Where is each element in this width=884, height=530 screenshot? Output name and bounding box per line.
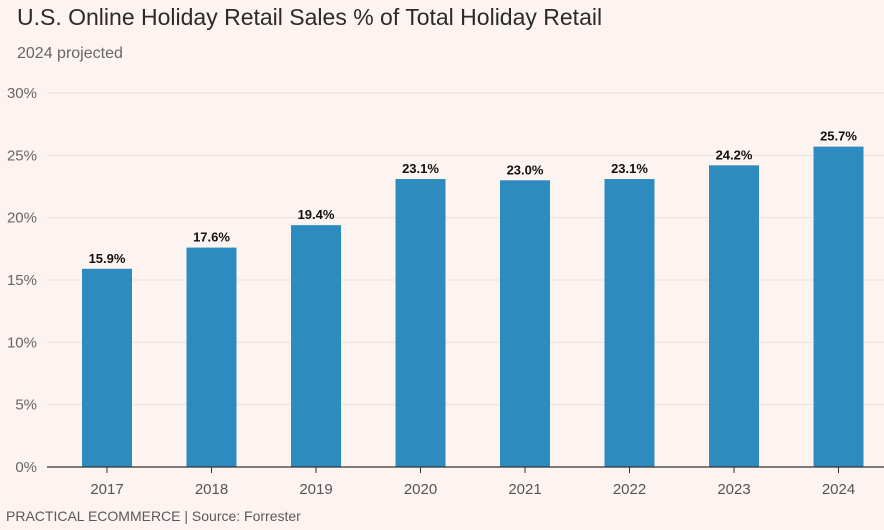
chart-title: U.S. Online Holiday Retail Sales % of To… bbox=[17, 4, 603, 30]
y-tick-label: 0% bbox=[15, 459, 37, 476]
data-label: 25.7% bbox=[820, 129, 857, 144]
y-tick-label: 15% bbox=[7, 272, 37, 289]
y-axis-ticks: 0% 5% 10% 15% 20% 25% 30% bbox=[7, 85, 37, 476]
bar bbox=[291, 225, 341, 467]
bar bbox=[186, 247, 237, 467]
x-tick-label: 2024 bbox=[822, 481, 855, 498]
y-tick-label: 5% bbox=[15, 397, 37, 414]
bar bbox=[82, 268, 132, 467]
x-tick-label: 2019 bbox=[299, 481, 332, 498]
bars bbox=[82, 146, 864, 467]
data-label: 23.1% bbox=[402, 161, 439, 176]
x-tick-label: 2017 bbox=[90, 481, 123, 498]
x-tick-label: 2022 bbox=[613, 481, 646, 498]
y-tick-label: 25% bbox=[7, 147, 37, 164]
data-label: 19.4% bbox=[298, 207, 335, 222]
x-tick-label: 2023 bbox=[717, 481, 750, 498]
x-tick-label: 2020 bbox=[404, 481, 437, 498]
y-tick-label: 10% bbox=[7, 334, 37, 351]
data-labels: 15.9% 17.6% 19.4% 23.1% 23.0% 23.1% 24.2% 25.7% bbox=[89, 129, 858, 266]
bar bbox=[709, 165, 759, 467]
bar bbox=[813, 146, 864, 467]
x-axis-ticks: 2017 2018 2019 2020 2021 2022 2023 2024 bbox=[90, 467, 855, 498]
x-tick-label: 2021 bbox=[508, 481, 541, 498]
data-label: 15.9% bbox=[89, 251, 126, 266]
bar bbox=[604, 179, 655, 467]
y-tick-label: 30% bbox=[7, 85, 37, 102]
x-tick-label: 2018 bbox=[195, 481, 228, 498]
chart-subtitle: 2024 projected bbox=[17, 45, 123, 62]
data-label: 23.0% bbox=[507, 162, 544, 177]
data-label: 17.6% bbox=[193, 230, 230, 245]
data-label: 24.2% bbox=[716, 147, 753, 162]
y-tick-label: 20% bbox=[7, 210, 37, 227]
data-label: 23.1% bbox=[611, 161, 648, 176]
bar bbox=[500, 180, 550, 467]
bar bbox=[395, 179, 446, 467]
source-credit: PRACTICAL ECOMMERCE | Source: Forrester bbox=[6, 508, 301, 524]
